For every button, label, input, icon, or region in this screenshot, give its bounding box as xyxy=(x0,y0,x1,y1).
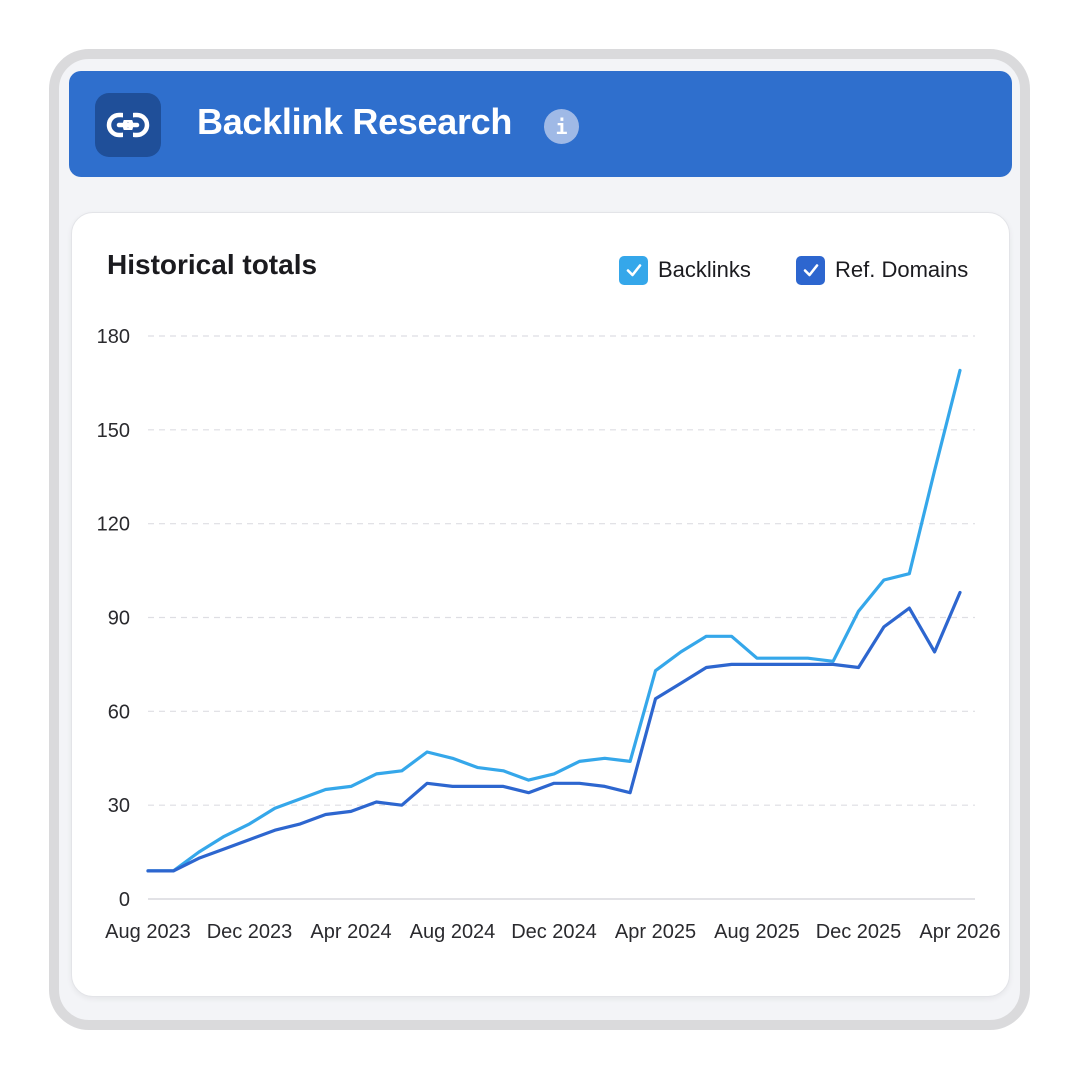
x-tick-label: Apr 2024 xyxy=(310,921,391,943)
checkbox-checked-icon[interactable] xyxy=(796,255,825,285)
x-tick-label: Apr 2026 xyxy=(919,921,1000,943)
y-tick-label: 120 xyxy=(97,514,130,536)
x-tick-label: Dec 2024 xyxy=(511,921,597,943)
link-icon xyxy=(95,93,161,157)
legend-label: Backlinks xyxy=(658,257,751,282)
header-bar: Backlink Research i xyxy=(69,71,1012,177)
chart-title: Historical totals xyxy=(107,249,318,280)
x-tick-label: Aug 2023 xyxy=(105,921,191,943)
y-tick-label: 30 xyxy=(108,795,130,817)
app-window: Backlink Research i Historical totals Ba… xyxy=(49,49,1030,1030)
legend-label: Ref. Domains xyxy=(835,257,969,282)
y-tick-label: 0 xyxy=(119,889,130,911)
info-icon[interactable]: i xyxy=(544,109,579,144)
page-title: Backlink Research xyxy=(197,101,513,142)
x-tick-label: Apr 2025 xyxy=(615,921,696,943)
y-tick-label: 60 xyxy=(108,701,130,723)
legend-item-backlinks[interactable]: Backlinks xyxy=(619,253,751,287)
series-line-backlinks xyxy=(146,368,962,873)
legend-item-ref-domains[interactable]: Ref. Domains xyxy=(796,253,968,287)
y-tick-label: 150 xyxy=(97,420,130,442)
series-line-ref-domains xyxy=(146,590,962,873)
y-tick-label: 180 xyxy=(97,326,130,348)
x-tick-label: Aug 2025 xyxy=(714,921,800,943)
x-tick-label: Dec 2025 xyxy=(816,921,902,943)
y-tick-label: 90 xyxy=(108,608,130,630)
x-tick-label: Aug 2024 xyxy=(410,921,496,943)
chart-card: Historical totals Backlinks Ref. Domains xyxy=(71,212,1010,997)
checkbox-checked-icon[interactable] xyxy=(619,255,648,285)
x-tick-label: Dec 2023 xyxy=(207,921,293,943)
